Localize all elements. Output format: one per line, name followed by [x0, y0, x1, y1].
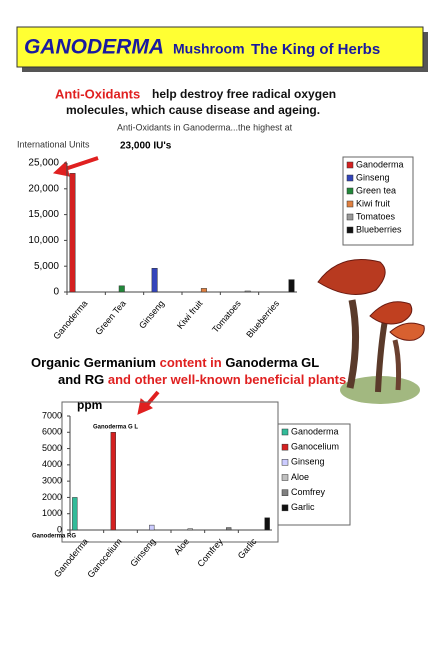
- bar: [264, 517, 270, 531]
- x-tick-label: Ganoderma: [51, 298, 89, 341]
- heading2-segment: Organic Germanium: [31, 355, 160, 370]
- x-tick-label: Blueberries: [244, 298, 281, 340]
- bar: [288, 279, 295, 293]
- y-tick-label: 0: [57, 524, 62, 534]
- legend-label: Garlic: [291, 502, 315, 512]
- x-tick-label: Comfrey: [195, 536, 225, 569]
- heading2-segment: and RG: [58, 372, 108, 387]
- intro-highlight: Anti-Oxidants: [55, 86, 140, 101]
- x-tick-label: Aloe: [172, 536, 191, 556]
- x-tick-label: Tomatoes: [210, 298, 243, 335]
- legend-label: Kiwi fruit: [356, 198, 391, 208]
- y-tick-label: 5000: [42, 443, 62, 453]
- y-tick-label: 4000: [42, 459, 62, 469]
- legend-swatch: [346, 187, 354, 195]
- y-axis-label: ppm: [77, 398, 102, 412]
- x-tick-label: Ganocelium: [85, 536, 124, 579]
- y-tick-label: 15,000: [28, 209, 59, 220]
- legend-swatch: [346, 213, 354, 221]
- legend-swatch: [346, 226, 354, 234]
- legend-swatch: [281, 443, 289, 451]
- subtitle: Mushroom: [173, 41, 245, 57]
- legend-swatch: [346, 174, 354, 182]
- legend-swatch: [346, 161, 354, 169]
- title-box: [16, 26, 424, 68]
- bar: [226, 527, 232, 531]
- heading2: and RG and other well-known beneficial p…: [58, 372, 346, 387]
- x-tick-label: Ginseng: [128, 536, 157, 568]
- legend-label: Comfrey: [291, 487, 326, 497]
- y-axis-label: International Units: [17, 139, 90, 149]
- title: GANODERMA: [24, 36, 164, 59]
- mushroom-illustration: [317, 259, 425, 404]
- chart-title: Anti-Oxidants in Ganoderma...the highest…: [117, 122, 293, 132]
- x-tick-label: Green Tea: [93, 298, 128, 337]
- legend-label: Ganoderma: [291, 426, 339, 436]
- heading2: Organic Germanium content in Ganoderma G…: [31, 355, 319, 370]
- bar: [187, 528, 193, 531]
- y-tick-label: 6000: [42, 427, 62, 437]
- y-tick-label: 20,000: [28, 183, 59, 194]
- plot-frame: [61, 401, 279, 543]
- bar: [72, 497, 78, 531]
- arrow: [52, 156, 99, 177]
- intro-text: help destroy free radical oxygen: [152, 87, 336, 101]
- legend-label: Aloe: [291, 472, 309, 482]
- y-tick-label: 10,000: [28, 235, 59, 246]
- intro-text: molecules, which cause disease and agein…: [66, 103, 320, 117]
- heading2-segment: and other well-known beneficial plants: [108, 372, 346, 387]
- bar: [110, 432, 116, 531]
- legend-label: Ginseng: [291, 457, 325, 467]
- legend-label: Ganoderma: [356, 159, 404, 169]
- legend-swatch: [346, 200, 354, 208]
- legend-label: Green tea: [356, 185, 396, 195]
- y-tick-label: 3000: [42, 476, 62, 486]
- bar: [244, 290, 251, 293]
- y-tick-label: 2000: [42, 492, 62, 502]
- y-tick-label: 5,000: [34, 261, 59, 272]
- bar: [118, 285, 125, 293]
- legend-swatch: [281, 428, 289, 436]
- legend-swatch: [281, 489, 289, 496]
- arrow: [137, 390, 160, 415]
- y-tick-label: 0: [53, 287, 59, 298]
- annotation: 23,000 IU's: [120, 141, 172, 152]
- legend-label: Tomatoes: [356, 211, 396, 221]
- x-tick-label: Garlic: [236, 536, 259, 561]
- annotation: Ganoderma G L: [93, 425, 138, 431]
- y-tick-label: 1000: [42, 508, 62, 518]
- legend-label: Ginseng: [356, 172, 390, 182]
- bar: [151, 268, 158, 293]
- legend-swatch: [281, 474, 289, 481]
- x-tick-label: Kiwi fruit: [175, 298, 205, 331]
- bar: [149, 524, 155, 531]
- subtitle: The King of Herbs: [251, 41, 380, 58]
- legend-box: [277, 423, 351, 526]
- legend-label: Ganocelium: [291, 442, 339, 452]
- y-tick-label: 7000: [42, 410, 62, 420]
- legend-box: [342, 156, 414, 246]
- bar: [69, 173, 76, 293]
- legend-swatch: [281, 504, 289, 512]
- annotation: Ganoderma RG: [32, 534, 76, 540]
- y-tick-label: 25,000: [28, 158, 59, 169]
- bar: [200, 288, 207, 293]
- x-tick-label: Ginseng: [137, 298, 166, 330]
- legend-label: Blueberries: [356, 224, 402, 234]
- heading2-segment: Ganoderma GL: [225, 355, 319, 370]
- heading2-segment: content in: [160, 355, 226, 370]
- legend-swatch: [281, 459, 289, 466]
